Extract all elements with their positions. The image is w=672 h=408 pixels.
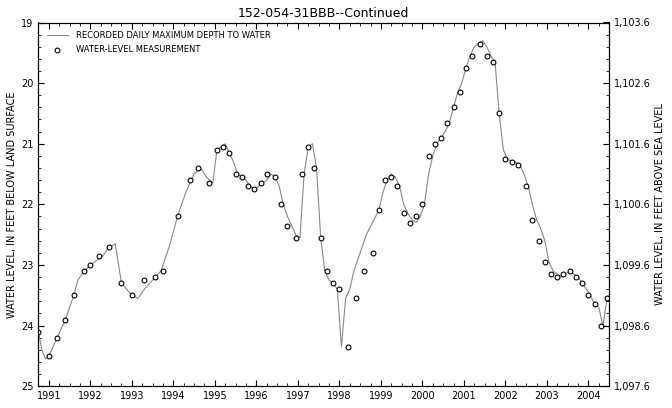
WATER-LEVEL MEASUREMENT xyxy=(328,280,339,286)
WATER-LEVEL MEASUREMENT xyxy=(203,180,214,186)
WATER-LEVEL MEASUREMENT xyxy=(334,286,345,293)
WATER-LEVEL MEASUREMENT xyxy=(276,201,287,208)
WATER-LEVEL MEASUREMENT xyxy=(93,253,104,259)
WATER-LEVEL MEASUREMENT xyxy=(315,235,326,241)
WATER-LEVEL MEASUREMENT xyxy=(158,268,169,274)
RECORDED DAILY MAXIMUM DEPTH TO WATER xyxy=(42,357,50,361)
RECORDED DAILY MAXIMUM DEPTH TO WATER xyxy=(217,144,225,149)
WATER-LEVEL MEASUREMENT xyxy=(351,295,362,302)
WATER-LEVEL MEASUREMENT xyxy=(405,219,415,226)
WATER-LEVEL MEASUREMENT xyxy=(359,268,370,274)
WATER-LEVEL MEASUREMENT xyxy=(577,280,587,286)
WATER-LEVEL MEASUREMENT xyxy=(255,180,266,186)
WATER-LEVEL MEASUREMENT xyxy=(513,162,523,168)
WATER-LEVEL MEASUREMENT xyxy=(583,292,594,299)
WATER-LEVEL MEASUREMENT xyxy=(475,40,486,47)
WATER-LEVEL MEASUREMENT xyxy=(60,316,71,323)
WATER-LEVEL MEASUREMENT xyxy=(33,328,44,335)
RECORDED DAILY MAXIMUM DEPTH TO WATER xyxy=(478,38,487,43)
RECORDED DAILY MAXIMUM DEPTH TO WATER xyxy=(541,238,549,243)
WATER-LEVEL MEASUREMENT xyxy=(52,335,62,341)
WATER-LEVEL MEASUREMENT xyxy=(506,159,517,165)
WATER-LEVEL MEASUREMENT xyxy=(571,274,581,280)
WATER-LEVEL MEASUREMENT xyxy=(367,250,378,256)
WATER-LEVEL MEASUREMENT xyxy=(309,165,320,171)
RECORDED DAILY MAXIMUM DEPTH TO WATER xyxy=(578,281,586,286)
WATER-LEVEL MEASUREMENT xyxy=(521,183,532,189)
WATER-LEVEL MEASUREMENT xyxy=(218,144,228,150)
RECORDED DAILY MAXIMUM DEPTH TO WATER xyxy=(202,175,210,180)
WATER-LEVEL MEASUREMENT xyxy=(224,150,235,156)
WATER-LEVEL MEASUREMENT xyxy=(282,222,293,229)
WATER-LEVEL MEASUREMENT xyxy=(139,277,150,284)
WATER-LEVEL MEASUREMENT xyxy=(342,344,353,350)
WATER-LEVEL MEASUREMENT xyxy=(467,53,478,59)
WATER-LEVEL MEASUREMENT xyxy=(488,59,499,65)
WATER-LEVEL MEASUREMENT xyxy=(303,144,314,150)
WATER-LEVEL MEASUREMENT xyxy=(589,301,600,308)
RECORDED DAILY MAXIMUM DEPTH TO WATER xyxy=(528,202,536,207)
WATER-LEVEL MEASUREMENT xyxy=(290,235,301,241)
WATER-LEVEL MEASUREMENT xyxy=(185,177,196,183)
WATER-LEVEL MEASUREMENT xyxy=(417,201,428,208)
WATER-LEVEL MEASUREMENT xyxy=(212,146,222,153)
Line: RECORDED DAILY MAXIMUM DEPTH TO WATER: RECORDED DAILY MAXIMUM DEPTH TO WATER xyxy=(38,41,607,359)
WATER-LEVEL MEASUREMENT xyxy=(69,292,79,299)
Y-axis label: WATER LEVEL, IN FEET ABOVE SEA LEVEL: WATER LEVEL, IN FEET ABOVE SEA LEVEL xyxy=(655,103,665,305)
WATER-LEVEL MEASUREMENT xyxy=(601,295,612,302)
WATER-LEVEL MEASUREMENT xyxy=(296,171,307,177)
WATER-LEVEL MEASUREMENT xyxy=(448,104,459,111)
WATER-LEVEL MEASUREMENT xyxy=(435,134,446,141)
Y-axis label: WATER LEVEL, IN FEET BELOW LAND SURFACE: WATER LEVEL, IN FEET BELOW LAND SURFACE xyxy=(7,91,17,317)
WATER-LEVEL MEASUREMENT xyxy=(564,268,575,274)
WATER-LEVEL MEASUREMENT xyxy=(481,53,492,59)
WATER-LEVEL MEASUREMENT xyxy=(380,177,390,183)
WATER-LEVEL MEASUREMENT xyxy=(321,268,332,274)
WATER-LEVEL MEASUREMENT xyxy=(126,292,137,299)
WATER-LEVEL MEASUREMENT xyxy=(44,353,54,359)
WATER-LEVEL MEASUREMENT xyxy=(423,153,434,159)
RECORDED DAILY MAXIMUM DEPTH TO WATER xyxy=(34,329,42,334)
RECORDED DAILY MAXIMUM DEPTH TO WATER xyxy=(603,296,611,301)
WATER-LEVEL MEASUREMENT xyxy=(460,65,471,71)
WATER-LEVEL MEASUREMENT xyxy=(269,174,280,180)
WATER-LEVEL MEASUREMENT xyxy=(116,280,127,286)
WATER-LEVEL MEASUREMENT xyxy=(386,174,396,180)
RECORDED DAILY MAXIMUM DEPTH TO WATER xyxy=(412,220,420,225)
WATER-LEVEL MEASUREMENT xyxy=(398,210,409,217)
WATER-LEVEL MEASUREMENT xyxy=(429,140,440,147)
WATER-LEVEL MEASUREMENT xyxy=(546,271,556,277)
WATER-LEVEL MEASUREMENT xyxy=(243,183,253,189)
WATER-LEVEL MEASUREMENT xyxy=(392,183,403,189)
WATER-LEVEL MEASUREMENT xyxy=(374,207,384,214)
WATER-LEVEL MEASUREMENT xyxy=(411,213,421,220)
WATER-LEVEL MEASUREMENT xyxy=(249,186,259,193)
WATER-LEVEL MEASUREMENT xyxy=(79,268,89,274)
WATER-LEVEL MEASUREMENT xyxy=(230,171,241,177)
WATER-LEVEL MEASUREMENT xyxy=(527,216,538,223)
WATER-LEVEL MEASUREMENT xyxy=(595,322,606,329)
WATER-LEVEL MEASUREMENT xyxy=(172,213,183,220)
WATER-LEVEL MEASUREMENT xyxy=(85,262,95,268)
WATER-LEVEL MEASUREMENT xyxy=(500,155,511,162)
WATER-LEVEL MEASUREMENT xyxy=(540,259,550,265)
WATER-LEVEL MEASUREMENT xyxy=(442,119,453,126)
WATER-LEVEL MEASUREMENT xyxy=(261,171,272,177)
WATER-LEVEL MEASUREMENT xyxy=(533,237,544,244)
Legend: RECORDED DAILY MAXIMUM DEPTH TO WATER, WATER-LEVEL MEASUREMENT: RECORDED DAILY MAXIMUM DEPTH TO WATER, W… xyxy=(42,27,275,58)
Title: 152-054-31BBB--Continued: 152-054-31BBB--Continued xyxy=(238,7,409,20)
WATER-LEVEL MEASUREMENT xyxy=(149,274,160,280)
WATER-LEVEL MEASUREMENT xyxy=(193,165,204,171)
WATER-LEVEL MEASUREMENT xyxy=(237,174,247,180)
WATER-LEVEL MEASUREMENT xyxy=(552,274,562,280)
WATER-LEVEL MEASUREMENT xyxy=(103,244,114,250)
WATER-LEVEL MEASUREMENT xyxy=(494,110,505,117)
WATER-LEVEL MEASUREMENT xyxy=(454,89,465,95)
WATER-LEVEL MEASUREMENT xyxy=(558,271,569,277)
